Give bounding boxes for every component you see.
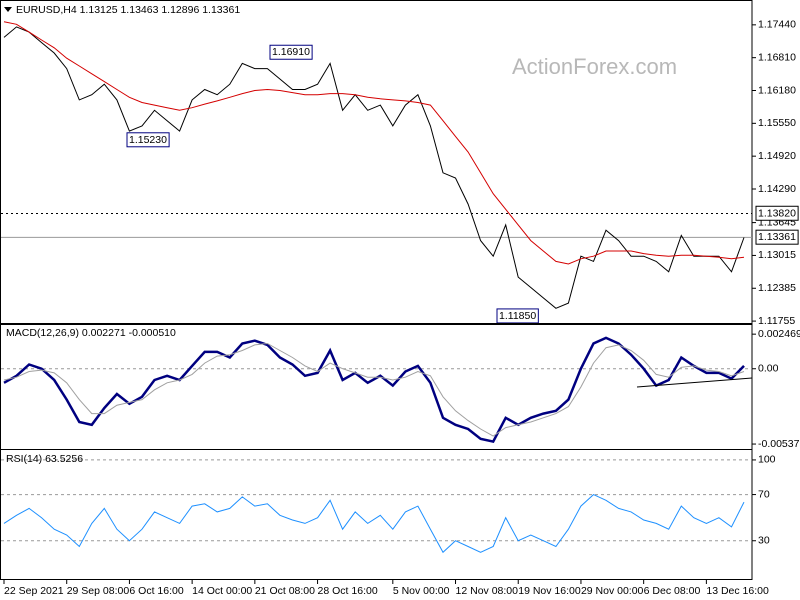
panel-title: EURUSD,H4 1.13125 1.13463 1.12896 1.1336… — [16, 4, 240, 16]
y-tick-label: 1.12385 — [758, 282, 796, 294]
x-tick-label: 29 Sep 08:00 — [67, 585, 130, 597]
x-tick-label: 12 Nov 08:00 — [456, 585, 519, 597]
y-tick-label: 1.14290 — [758, 183, 796, 195]
series-line — [3, 21, 745, 265]
y-tick-label: 1.15550 — [758, 117, 796, 129]
y-tick-label: 1.14920 — [758, 150, 796, 162]
label-box — [755, 205, 799, 221]
x-tick-label: 22 Sep 2021 — [4, 585, 64, 597]
y-tick-label: 1.11755 — [758, 315, 795, 327]
macd-trendline — [636, 377, 753, 388]
series-line — [3, 342, 745, 437]
level-label: 1.13820 — [758, 207, 796, 219]
label-box — [755, 229, 799, 245]
series-line — [3, 26, 745, 309]
watermark: ActionForex.com — [512, 54, 677, 79]
label-box — [496, 308, 539, 324]
price-annotation: 1.15230 — [129, 134, 167, 146]
level-label: 1.13361 — [758, 231, 796, 243]
panel-frame — [0, 0, 753, 325]
y-tick-label: 70 — [758, 488, 770, 500]
x-tick-label: 13 Dec 16:00 — [706, 585, 769, 597]
y-tick-label: -0.005375 — [758, 438, 800, 450]
x-tick-label: 28 Oct 16:00 — [318, 585, 378, 597]
x-tick-label: 29 Nov 00:00 — [581, 585, 644, 597]
panel-frame — [0, 449, 753, 580]
x-tick-label: 6 Oct 16:00 — [129, 585, 183, 597]
price-annotation: 1.16910 — [272, 46, 310, 58]
y-tick-label: 100 — [758, 454, 776, 466]
label-box — [269, 44, 313, 60]
y-tick-label: 1.16180 — [758, 84, 796, 96]
x-tick-label: 19 Nov 16:00 — [518, 585, 581, 597]
x-tick-label: 14 Oct 00:00 — [192, 585, 252, 597]
panel-title: RSI(14) 63.5256 — [6, 453, 83, 465]
y-tick-label: 1.17440 — [758, 19, 796, 31]
x-tick-label: 21 Oct 08:00 — [255, 585, 315, 597]
y-tick-label: 0.00 — [758, 363, 779, 375]
y-tick-label: 1.16810 — [758, 51, 796, 63]
price-annotation: 1.11850 — [499, 310, 536, 322]
y-tick-label: 30 — [758, 535, 770, 547]
x-tick-label: 6 Dec 08:00 — [644, 585, 701, 597]
collapse-icon[interactable] — [4, 7, 12, 12]
label-box — [126, 132, 170, 148]
panel-title: MACD(12,26,9) 0.002271 -0.000510 — [6, 327, 176, 339]
x-tick-label: 5 Nov 00:00 — [393, 585, 450, 597]
y-tick-label: 1.13015 — [758, 249, 796, 261]
series-line — [3, 494, 745, 554]
y-tick-label: 0.002469 — [758, 328, 800, 340]
